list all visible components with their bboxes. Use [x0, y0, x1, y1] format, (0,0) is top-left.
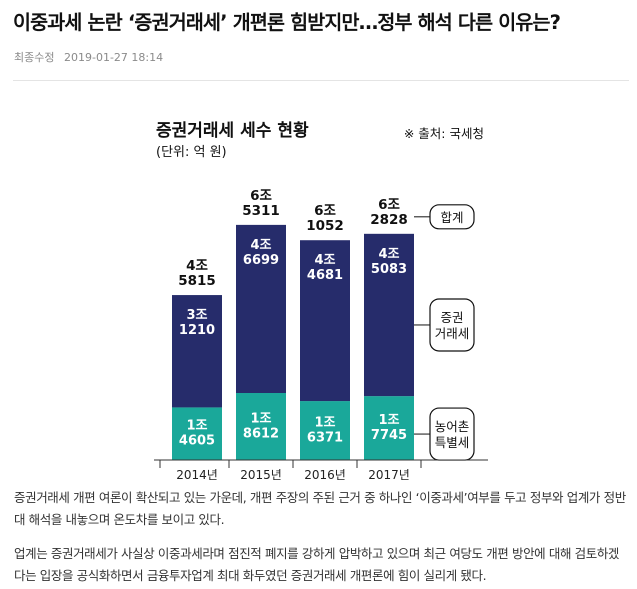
bar-transaction-tax-2: [300, 240, 350, 402]
x-tick-label-3: 2017년: [368, 468, 410, 482]
x-tick-label-2: 2016년: [304, 468, 346, 482]
bar-total-label-1: 6조 5311: [242, 188, 280, 219]
bar-special-tax-label-0: 1조 4605: [179, 419, 215, 449]
bar-special-tax-label-1: 1조 8612: [243, 411, 279, 441]
bar-total-label-0: 4조 5815: [178, 258, 216, 289]
x-axis: 2014년 2015년 2016년 2017년: [159, 460, 422, 482]
bar-total-label-3: 6조 2828: [370, 197, 408, 228]
chart-figure: 증권거래세 세수 현황 (단위: 억 원) ※ 출처: 국세청 1조 4605 3조…: [140, 104, 500, 484]
stacked-bar-chart: 증권거래세 세수 현황 (단위: 억 원) ※ 출처: 국세청 1조 4605 3조…: [140, 104, 500, 484]
modified-time: 2019-01-27 18:14: [63, 51, 164, 64]
x-tick-label-1: 2015년: [240, 468, 282, 482]
chart-subtitle: (단위: 억 원): [156, 145, 227, 160]
bar-transaction-tax-label-3: 4조 5083: [371, 247, 407, 277]
article-meta: 최종수정 2019-01-27 18:14: [14, 49, 169, 65]
divider: [13, 80, 629, 81]
legend-transaction-tax-label: 증권 거래세: [435, 310, 470, 341]
bar-special-tax-3: [364, 396, 414, 460]
legend-transaction-tax-box: [429, 298, 475, 352]
bar-total-label-2: 6조 1052: [306, 203, 344, 234]
bar-transaction-tax-1: [236, 224, 286, 393]
bar-transaction-tax-3: [364, 233, 414, 397]
bar-special-tax-0: [172, 407, 222, 460]
x-tick-label-0: 2014년: [176, 468, 218, 482]
article-headline: 이중과세 논란 ‘증권거래세’ 개편론 힘받지만…정부 해석 다른 이유는?: [13, 11, 561, 34]
labels-layer: 1조 4605 3조 1210 4조 5815 1조 8612 4조 6699 6조 5311 1조 63…: [178, 188, 408, 449]
legend-total-box: [429, 204, 475, 230]
modified-label: 최종수정: [14, 51, 55, 64]
bar-transaction-tax-label-1: 4조 6699: [243, 238, 279, 268]
bar-special-tax-label-3: 1조 7745: [371, 413, 407, 443]
bar-transaction-tax-label-0: 3조 1210: [179, 308, 215, 338]
article-paragraph-2: 업계는 증권거래세가 사실상 이중과세라며 점진적 폐지를 강하게 압박하고 있…: [14, 546, 620, 583]
bars-layer: [172, 224, 414, 460]
chart-title: 증권거래세 세수 현황: [156, 121, 309, 141]
article-paragraph-1: 증권거래세 개편 여론이 확산되고 있는 가운데, 개편 주장의 주된 근거 중…: [14, 490, 626, 527]
legend-special-tax-label: 농어촌 특별세: [435, 419, 470, 450]
bar-special-tax-2: [300, 401, 350, 460]
bar-special-tax-1: [236, 392, 286, 460]
bar-special-tax-label-2: 1조 6371: [307, 416, 343, 446]
bar-transaction-tax-label-2: 4조 4681: [307, 253, 343, 283]
chart-source: ※ 출처: 국세청: [404, 126, 484, 141]
bar-transaction-tax-0: [172, 295, 222, 408]
legend-total-label: 합계: [440, 210, 463, 225]
